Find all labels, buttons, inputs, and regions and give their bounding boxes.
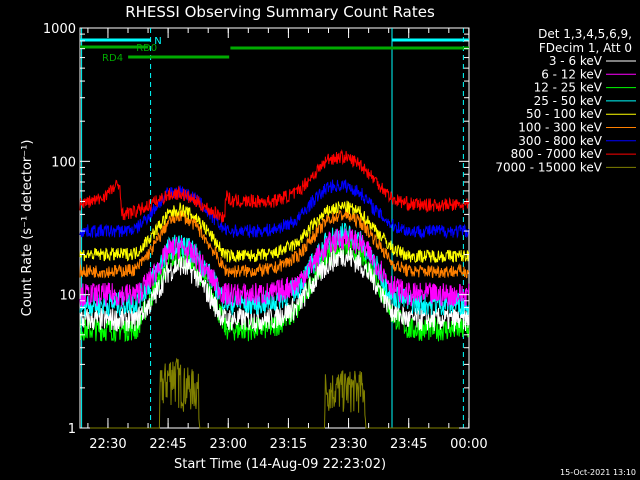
legend: Det 1,3,4,5,6,9, FDecim 1, Att 0 3 - 6 k… — [495, 27, 636, 174]
x-tick-label-6: 00:00 — [450, 437, 487, 452]
legend-entry-7: 300 - 800 keV — [518, 134, 602, 148]
y-axis-label: Count Rate (s⁻¹ detector⁻¹) — [20, 140, 35, 317]
series-line-8 — [79, 148, 470, 223]
series-9 — [80, 357, 469, 429]
x-tick-label-0: 22:30 — [89, 437, 126, 452]
axes-layer: 1 10 100 1000 22:30 22:45 23:00 23:15 23:30 23:45… — [43, 22, 488, 452]
chart-title: RHESSI Observing Summary Count Rates — [125, 3, 435, 21]
series-6 — [79, 208, 470, 279]
legend-entry-2: 6 - 12 keV — [541, 67, 603, 81]
legend-entry-9: 7000 - 15000 keV — [495, 160, 602, 174]
series-line-5 — [79, 200, 470, 264]
legend-entry-6: 100 - 300 keV — [518, 121, 602, 135]
legend-entry-4: 25 - 50 keV — [534, 94, 603, 108]
x-tick-label-4: 23:30 — [330, 437, 367, 452]
y-tick-label-0: 1 — [68, 422, 76, 437]
series-7 — [79, 179, 470, 240]
series-line-2 — [79, 228, 470, 307]
series-line-6 — [79, 208, 470, 279]
legend-entry-3: 12 - 25 keV — [534, 81, 603, 95]
series-line-7 — [79, 179, 470, 240]
x-tick-label-1: 22:45 — [149, 437, 186, 452]
legend-header-line-2: FDecim 1, Att 0 — [539, 41, 632, 55]
legend-entry-8: 800 - 7000 keV — [511, 147, 603, 161]
series-line-4 — [79, 222, 470, 318]
series-4 — [79, 222, 470, 318]
y-tick-label-3: 1000 — [43, 22, 76, 37]
legend-entry-1: 3 - 6 keV — [549, 54, 603, 68]
annotation-n: N — [154, 36, 161, 47]
series-8 — [79, 148, 470, 223]
legend-entry-5: 50 - 100 keV — [526, 107, 603, 121]
x-tick-label-3: 23:15 — [270, 437, 307, 452]
series-2 — [79, 228, 470, 307]
series-line-1 — [79, 247, 470, 333]
footer-timestamp: 15-Oct-2021 13:10 — [560, 468, 636, 477]
annotation-rd4: RD4 — [102, 53, 123, 64]
x-axis-label: Start Time (14-Aug-09 22:23:02) — [174, 457, 386, 472]
series-1 — [79, 247, 470, 333]
annotation-rd0: RD0 — [136, 43, 157, 54]
legend-header-line-1: Det 1,3,4,5,6,9, — [538, 27, 632, 41]
series-line-9 — [80, 357, 469, 429]
series-5 — [79, 200, 470, 264]
y-tick-label-1: 10 — [59, 289, 76, 304]
y-tick-label-2: 100 — [51, 155, 76, 170]
x-tick-label-2: 23:00 — [210, 437, 247, 452]
x-tick-label-5: 23:45 — [390, 437, 427, 452]
series-layer — [79, 148, 470, 429]
